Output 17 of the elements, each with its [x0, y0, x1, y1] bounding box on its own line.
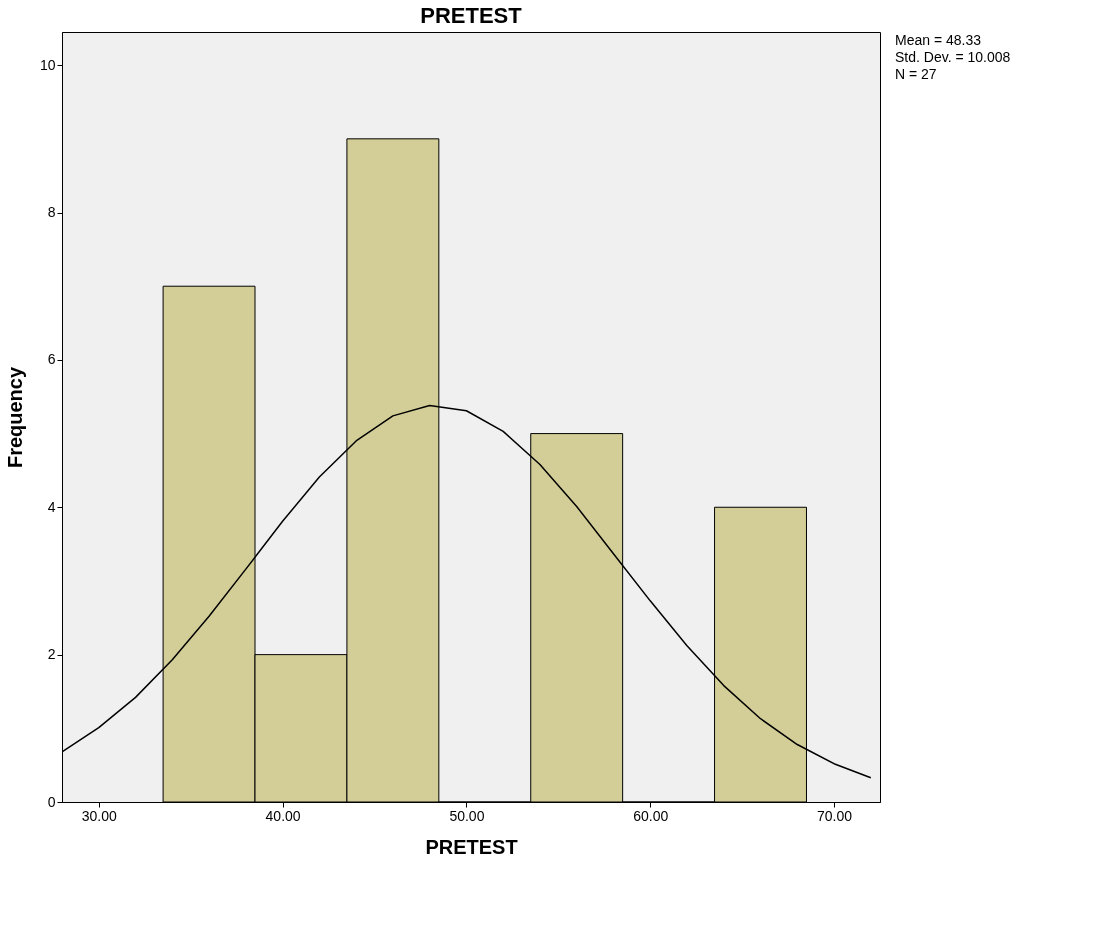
y-tick-label: 8: [47, 204, 56, 221]
text: N = 27: [895, 66, 937, 82]
x-tick-label: 70.00: [817, 807, 853, 824]
y-axis-title: Frequency: [3, 366, 26, 469]
text: Mean = 48.33: [895, 32, 982, 48]
x-tick-label: 50.00: [449, 807, 485, 824]
y-tick-label: 10: [39, 56, 56, 73]
chart-title: PRETEST: [420, 3, 523, 28]
x-tick-label: 60.00: [633, 807, 669, 824]
y-tick-label: 6: [47, 351, 56, 368]
y-tick-label: 2: [47, 646, 56, 663]
text: Std. Dev. = 10.008: [895, 49, 1011, 65]
x-axis-title: PRETEST: [425, 835, 518, 858]
y-tick-label: 0: [47, 793, 56, 810]
y-tick-label: 4: [47, 498, 56, 515]
x-tick-label: 40.00: [265, 807, 301, 824]
x-tick-label: 30.00: [81, 807, 117, 824]
